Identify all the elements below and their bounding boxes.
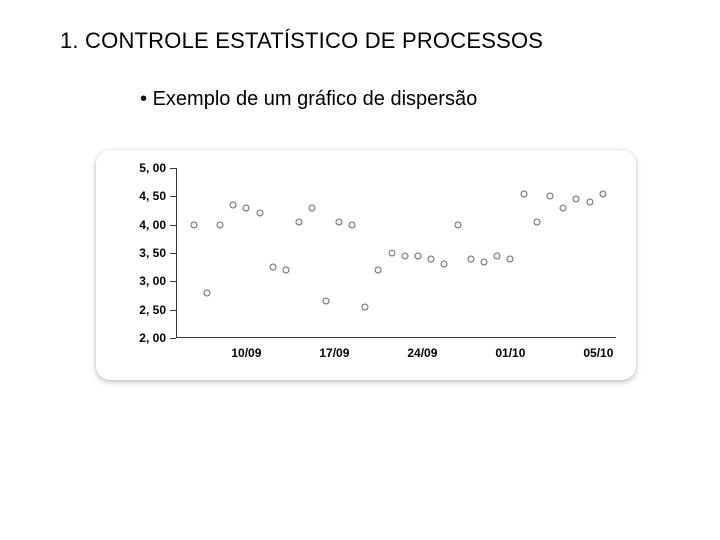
- data-point: [362, 303, 369, 310]
- data-point: [586, 199, 593, 206]
- data-point: [520, 190, 527, 197]
- xtick-label: 05/10: [583, 346, 613, 360]
- data-point: [190, 221, 197, 228]
- ytick-mark: [170, 338, 176, 339]
- ytick-mark: [170, 310, 176, 311]
- ytick-mark: [170, 253, 176, 254]
- xtick-label: 17/09: [319, 346, 349, 360]
- data-point: [349, 221, 356, 228]
- slide: 1. CONTROLE ESTATÍSTICO DE PROCESSOS • E…: [0, 0, 720, 540]
- data-point: [283, 267, 290, 274]
- data-point: [230, 201, 237, 208]
- ytick-label: 3, 00: [128, 274, 166, 288]
- data-point: [335, 218, 342, 225]
- scatter-plot: 5, 004, 504, 003, 503, 002, 502, 0010/09…: [176, 168, 616, 338]
- data-point: [388, 250, 395, 257]
- data-point: [533, 218, 540, 225]
- ytick-mark: [170, 225, 176, 226]
- subtitle-text: Exemplo de um gráfico de dispersão: [153, 88, 478, 110]
- subtitle: • Exemplo de um gráfico de dispersão: [140, 88, 477, 111]
- data-point: [547, 193, 554, 200]
- data-point: [322, 298, 329, 305]
- data-point: [507, 255, 514, 262]
- data-point: [560, 204, 567, 211]
- ytick-label: 3, 50: [128, 246, 166, 260]
- data-point: [441, 261, 448, 268]
- ytick-mark: [170, 196, 176, 197]
- data-point: [599, 190, 606, 197]
- ytick-mark: [170, 168, 176, 169]
- x-axis: [176, 337, 616, 338]
- xtick-label: 10/09: [231, 346, 261, 360]
- ytick-label: 5, 00: [128, 161, 166, 175]
- ytick-mark: [170, 281, 176, 282]
- xtick-label: 01/10: [495, 346, 525, 360]
- bullet: •: [140, 88, 147, 110]
- data-point: [415, 252, 422, 259]
- xtick-label: 24/09: [407, 346, 437, 360]
- data-point: [309, 204, 316, 211]
- ytick-label: 4, 00: [128, 218, 166, 232]
- ytick-label: 2, 00: [128, 331, 166, 345]
- data-point: [428, 255, 435, 262]
- y-axis: [176, 168, 177, 338]
- page-title: 1. CONTROLE ESTATÍSTICO DE PROCESSOS: [60, 28, 543, 54]
- chart-card: 5, 00 4, 50 4, 00 3, 50 3, 00 2, 50 2, 00 10/09…: [96, 150, 636, 380]
- data-point: [256, 210, 263, 217]
- data-point: [467, 255, 474, 262]
- data-point: [494, 252, 501, 259]
- ytick-label: 4, 50: [128, 189, 166, 203]
- data-point: [269, 264, 276, 271]
- data-point: [375, 267, 382, 274]
- data-point: [481, 258, 488, 265]
- data-point: [296, 218, 303, 225]
- data-point: [243, 204, 250, 211]
- data-point: [573, 196, 580, 203]
- ytick-label: 2, 50: [128, 303, 166, 317]
- data-point: [401, 252, 408, 259]
- data-point: [217, 221, 224, 228]
- data-point: [203, 289, 210, 296]
- data-point: [454, 221, 461, 228]
